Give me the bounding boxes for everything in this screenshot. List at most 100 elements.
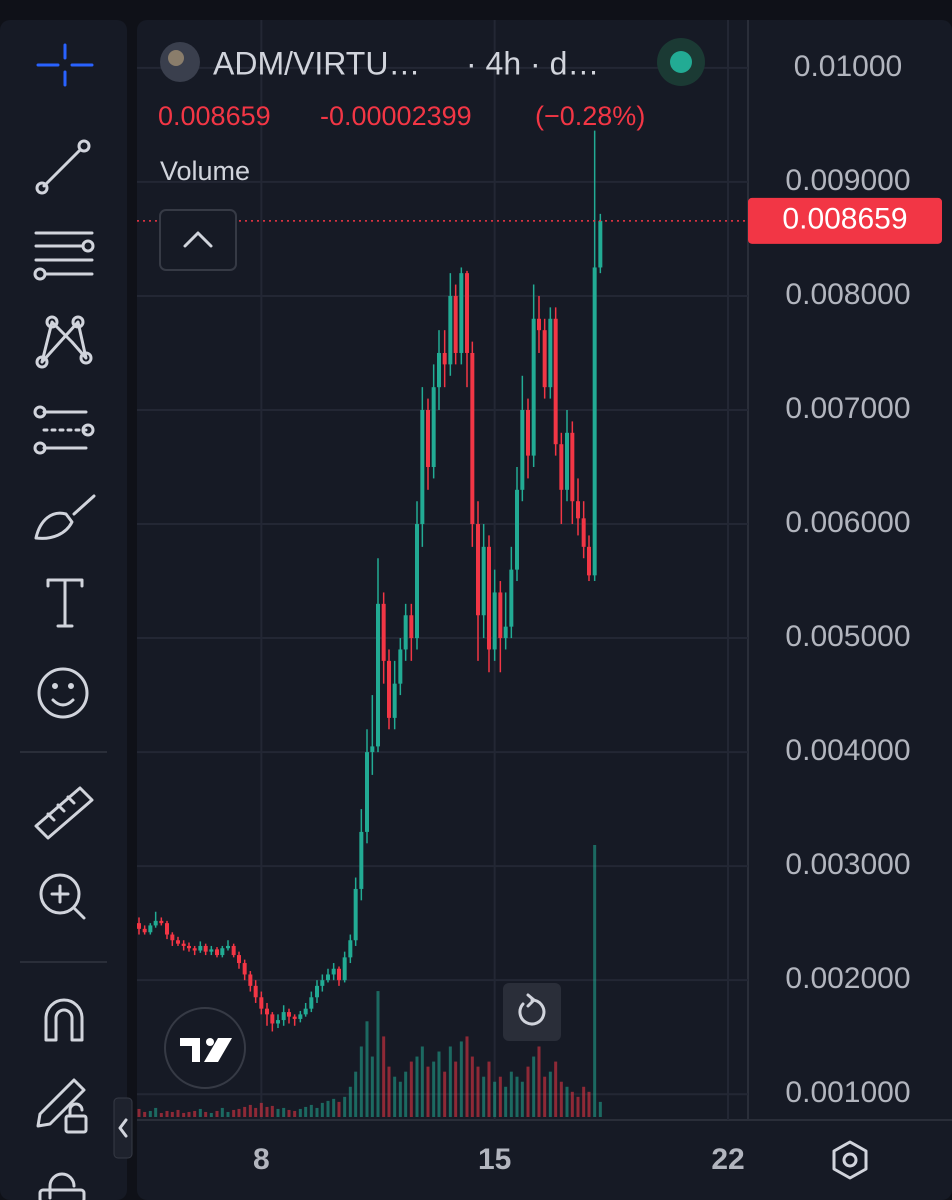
reset-button[interactable]	[503, 983, 561, 1041]
volume-bar	[504, 1086, 508, 1117]
price-change: -0.00002399	[320, 101, 472, 131]
candle-body	[487, 546, 491, 650]
volume-bar	[170, 1111, 174, 1117]
crosshair-tool[interactable]	[36, 43, 94, 87]
text-tool[interactable]	[46, 578, 84, 628]
indicator-label: Volume	[160, 156, 250, 186]
candle-body	[426, 409, 430, 468]
collapse-legend-button[interactable]	[159, 209, 237, 271]
candle-body	[298, 1014, 303, 1019]
candle-body	[192, 948, 197, 951]
volume-bar	[432, 1061, 436, 1117]
candle-body	[181, 943, 186, 946]
volume-bar	[376, 991, 380, 1117]
candle-body	[209, 949, 214, 952]
brush-tool[interactable]	[34, 494, 96, 540]
candle-body	[431, 387, 436, 468]
tradingview-logo[interactable]	[164, 1007, 246, 1089]
candle-body	[359, 831, 364, 889]
volume-bar	[515, 1076, 519, 1117]
lock-tool[interactable]	[38, 1172, 86, 1200]
volume-bar	[359, 1046, 363, 1117]
volume-bar	[570, 1091, 574, 1117]
volume-bar	[193, 1110, 197, 1117]
zoom-tool[interactable]	[39, 873, 86, 920]
volume-bar	[315, 1107, 319, 1117]
fib-tool[interactable]	[33, 405, 95, 455]
volume-bar	[465, 1036, 469, 1117]
volume-bar	[232, 1109, 236, 1117]
candle-body	[326, 974, 330, 981]
candle-body	[337, 968, 341, 981]
candle-body	[392, 683, 397, 718]
candle-body	[470, 352, 475, 525]
volume-bar	[532, 1056, 536, 1117]
candle-body	[198, 945, 203, 951]
volume-bar	[204, 1111, 208, 1117]
volume-bar	[220, 1107, 224, 1117]
volume-bar	[470, 1056, 474, 1117]
volume-bar	[198, 1108, 202, 1117]
candle-body	[348, 940, 353, 958]
candle-body	[320, 980, 325, 986]
volume-bar	[420, 1046, 424, 1117]
candle-body	[215, 949, 219, 956]
volume-bar	[248, 1104, 252, 1117]
symbol-name[interactable]: ADM/VIRTU…	[213, 45, 420, 81]
volume-bar	[148, 1110, 152, 1117]
candle-body	[492, 592, 497, 650]
status-dot	[670, 51, 692, 73]
pattern-tool[interactable]	[35, 315, 93, 369]
volume-bar	[593, 845, 597, 1117]
candle-body	[476, 524, 480, 616]
candle-body	[137, 923, 141, 929]
candle-body	[403, 615, 408, 650]
volume-bar	[176, 1109, 180, 1117]
chevron-up	[183, 231, 213, 248]
candle-body	[165, 923, 169, 935]
reset-icon-arrow	[526, 993, 536, 1008]
candle-body	[331, 968, 336, 975]
emoji-tool[interactable]	[37, 667, 89, 719]
volume-bar	[165, 1110, 169, 1117]
lock-drawings-tool[interactable]	[36, 1078, 88, 1134]
volume-bar	[332, 1098, 336, 1117]
candle-body	[176, 940, 180, 944]
candle-body	[559, 444, 564, 490]
symbol-avatar-detail	[168, 50, 184, 66]
volume-bar	[426, 1066, 430, 1117]
candle-body	[370, 746, 375, 753]
y-tick-label: 0.005000	[785, 620, 910, 653]
volume-bar	[209, 1112, 213, 1117]
volume-bar	[398, 1081, 402, 1117]
candle-body	[537, 318, 541, 331]
volume-bar	[309, 1104, 313, 1117]
volume-bar	[304, 1106, 308, 1117]
volume-bar	[582, 1086, 586, 1117]
candle-body	[509, 569, 514, 627]
y-tick-label: 0.01000	[794, 50, 902, 83]
candle-body	[453, 295, 458, 353]
candle-body	[437, 352, 441, 388]
candle-body	[353, 888, 358, 941]
volume-bar	[498, 1076, 502, 1117]
magnet-tool[interactable]	[44, 998, 84, 1042]
candle-body	[153, 920, 158, 926]
candle-body	[515, 489, 519, 570]
volume-bar	[159, 1112, 163, 1117]
candle-body	[142, 928, 147, 933]
settings-button[interactable]	[832, 1140, 868, 1180]
candle-body	[203, 945, 208, 952]
ruler-tool[interactable]	[34, 786, 94, 840]
volume-bar	[565, 1086, 569, 1117]
candle-body	[381, 603, 386, 661]
interval: · 4h · d…	[466, 45, 599, 81]
candle-body	[253, 985, 258, 998]
candle-body	[270, 1014, 275, 1024]
volume-bar	[443, 1071, 447, 1117]
collapse-toolbar-button[interactable]	[113, 1097, 133, 1159]
trend-line-tool[interactable]	[35, 139, 91, 195]
parallel-lines-tool[interactable]	[33, 231, 95, 281]
last-price-badge	[748, 197, 942, 244]
volume-bar	[548, 1071, 552, 1117]
